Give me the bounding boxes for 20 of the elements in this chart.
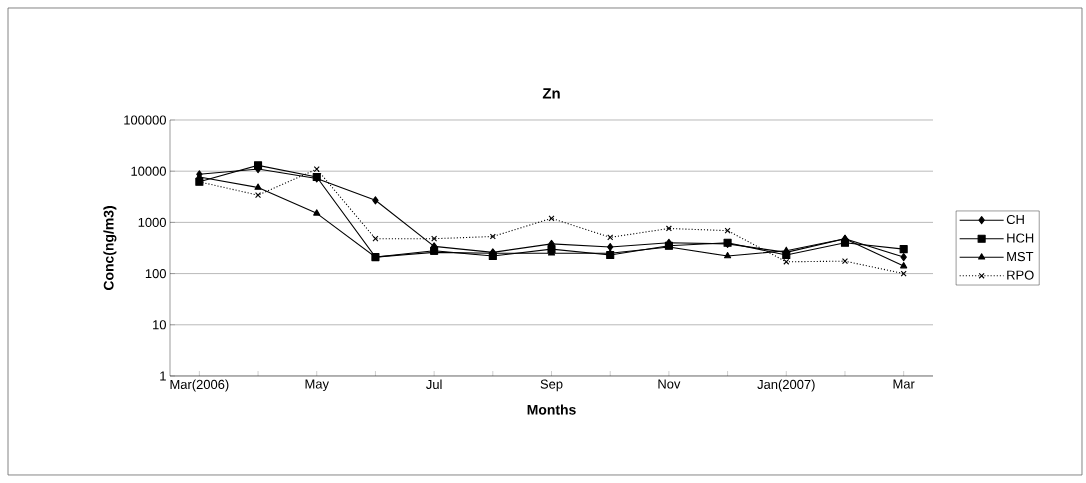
y-tick-label: 100 [145, 269, 166, 279]
x-tick-label: Sep [540, 379, 563, 392]
y-tick-label: 1000 [138, 217, 166, 227]
y-tick-label: 10 [153, 320, 166, 330]
legend-label: RPO [1007, 270, 1034, 280]
y-tick-label: 100000 [124, 115, 166, 125]
x-tick-label: Nov [658, 379, 681, 389]
y-tick-label: 10000 [131, 166, 166, 176]
x-tick-label: Jul [426, 379, 442, 390]
x-tick-label: Mar [893, 379, 915, 389]
legend-label: CH [1006, 214, 1024, 225]
legend-label: MST [1007, 251, 1034, 262]
legend-label: HCH [1007, 233, 1034, 243]
x-tick-label: Jan(2007) [757, 379, 815, 392]
y-axis-title: Conc(ng/m3) [103, 206, 117, 291]
chart-title: Zn [542, 88, 560, 99]
x-axis-title: Months [527, 404, 576, 415]
x-tick-label: Mar(2006) [170, 379, 229, 392]
x-tick-label: May [305, 379, 329, 392]
y-tick-label: 1 [160, 371, 166, 381]
